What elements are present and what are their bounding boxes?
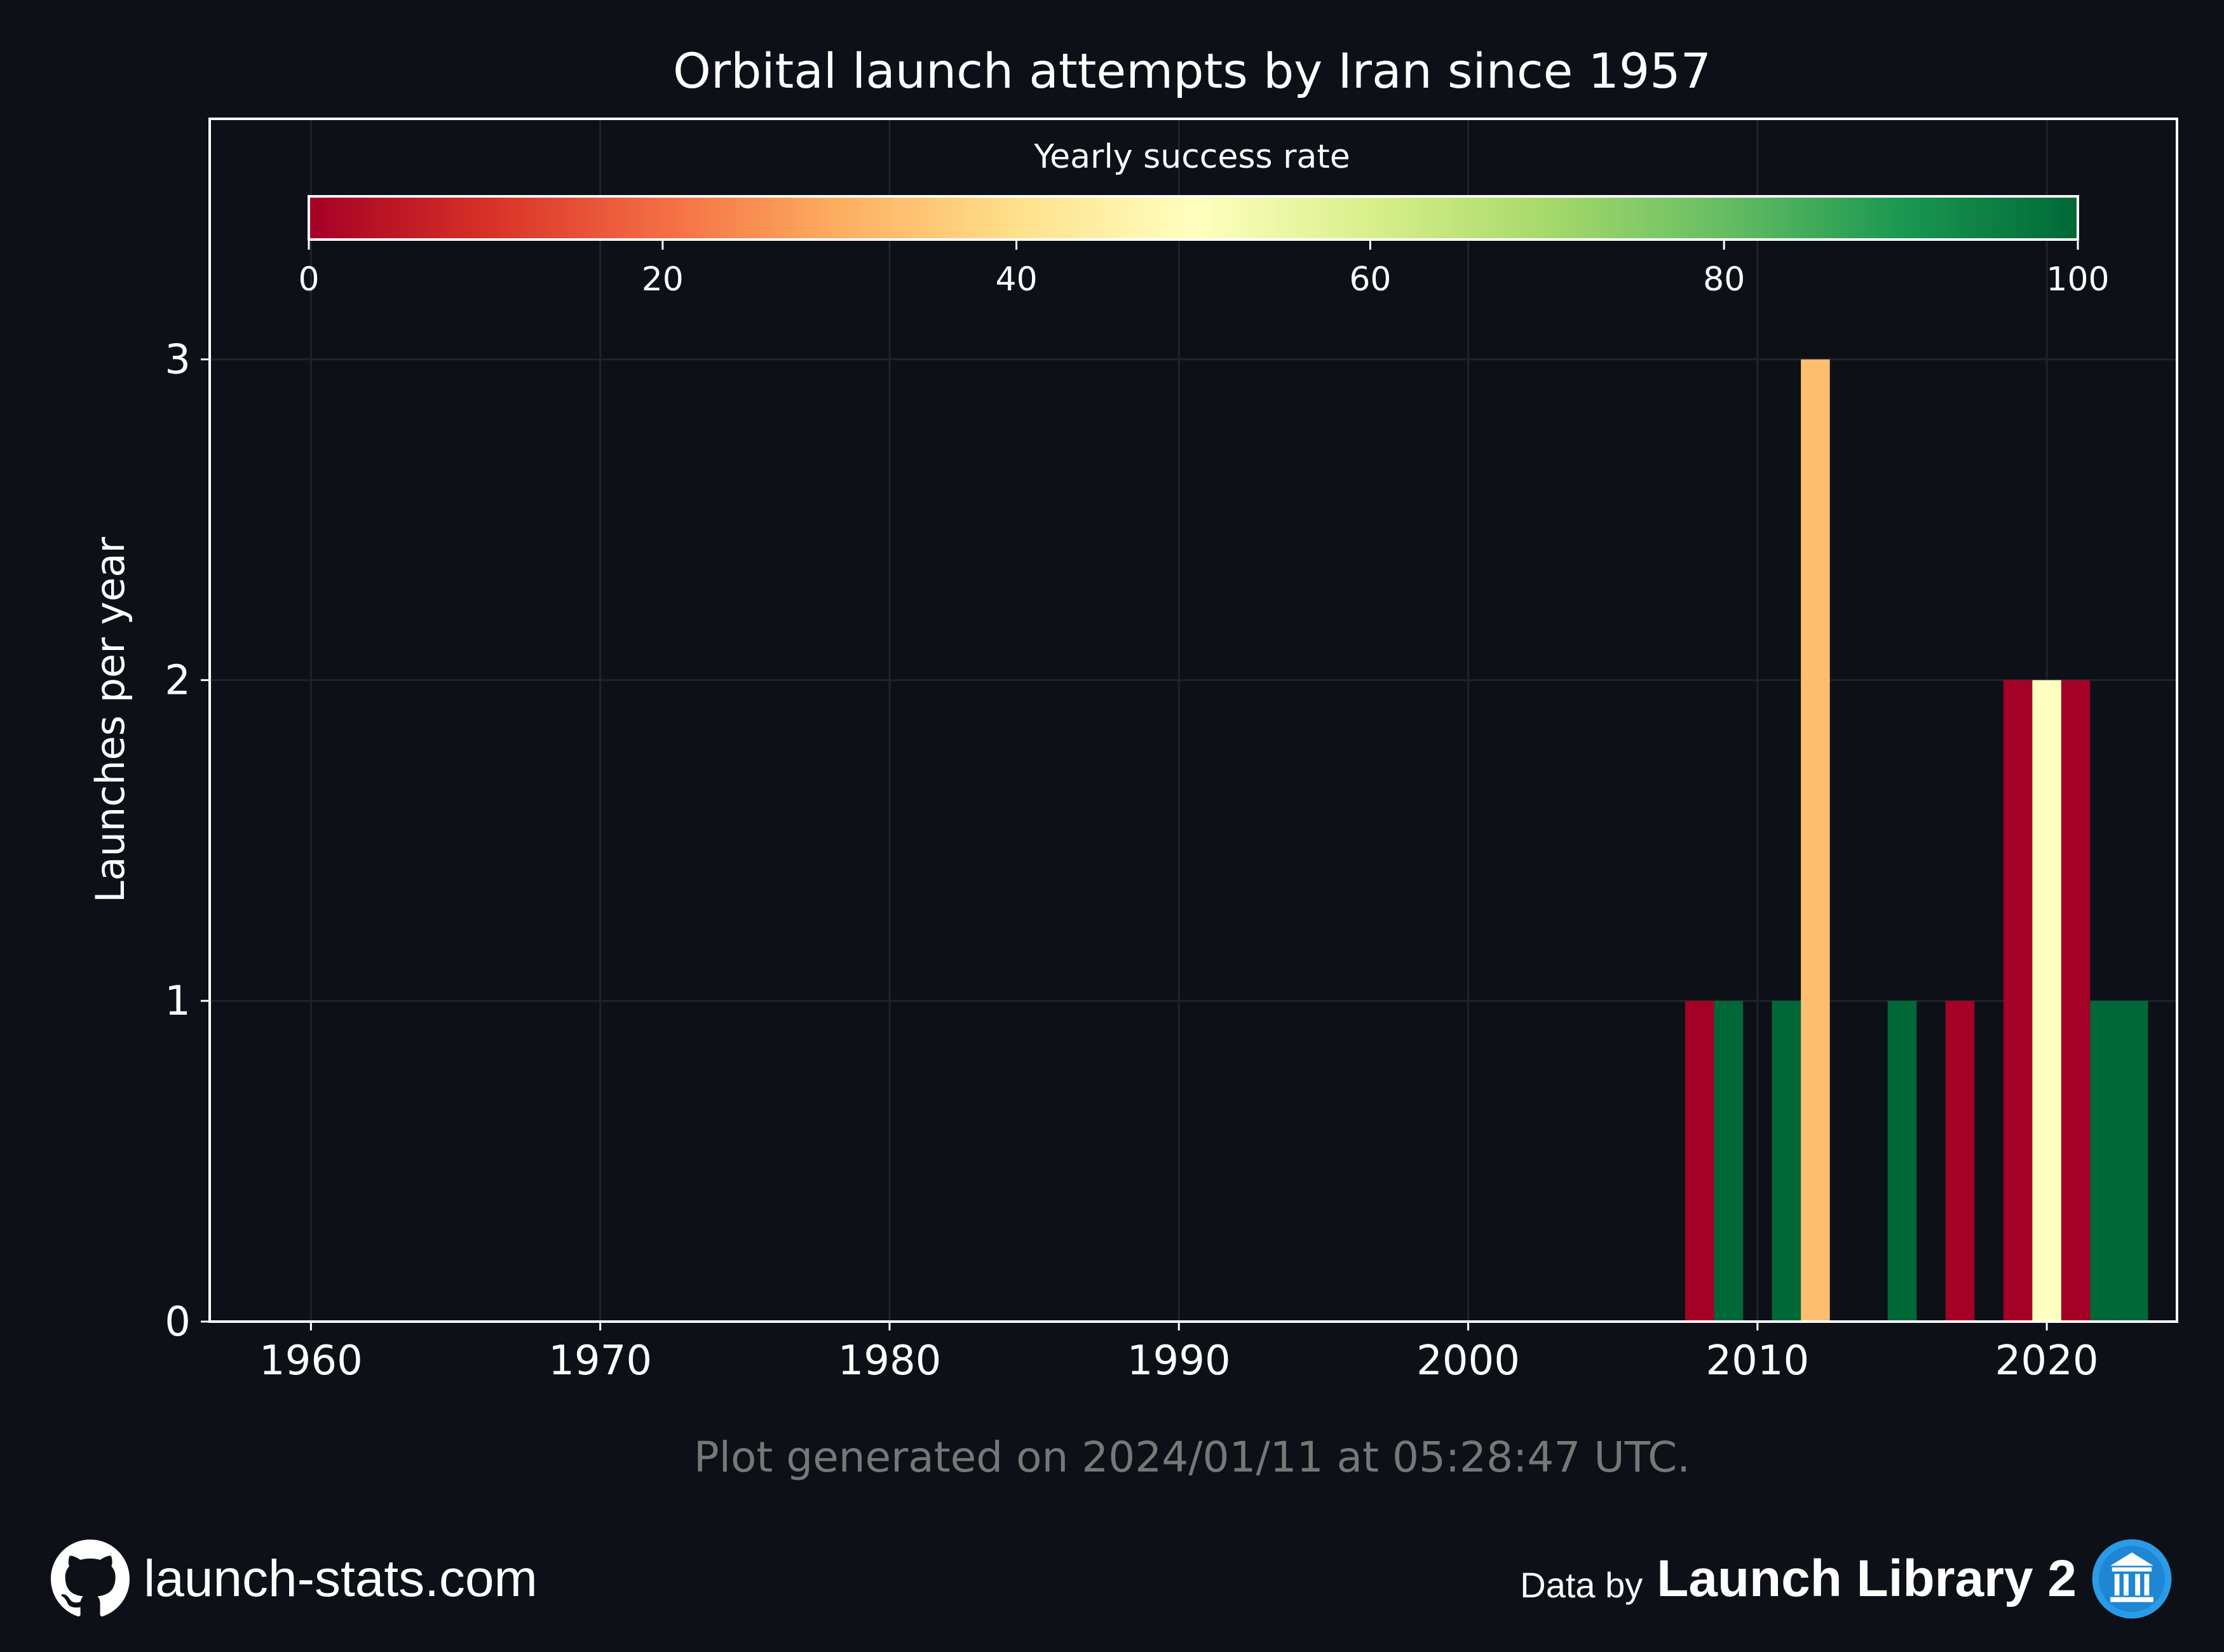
y-axis-label: Launches per year	[87, 537, 133, 903]
colorbar-tick-label: 20	[642, 261, 684, 299]
colorbar-tick-label: 80	[1703, 261, 1745, 299]
bar-2012	[1801, 359, 1830, 1322]
footer-source: Data by Launch Library 2	[1520, 1538, 2173, 1620]
y-tick-label: 0	[165, 1299, 191, 1346]
colorbar-tick-label: 60	[1349, 261, 1391, 299]
x-tick-label: 1980	[838, 1337, 942, 1385]
chart-title: Orbital launch attempts by Iran since 19…	[673, 43, 1711, 99]
colorbar-ticks: 0 20 40 60 80 100	[298, 240, 2110, 299]
bar-2017	[1945, 1001, 1975, 1322]
x-axis: 1960 1970 1980 1990 2000 2010 2020	[259, 1322, 2099, 1385]
colorbar-tick-label: 40	[996, 261, 1038, 299]
x-tick-label: 2010	[1705, 1337, 1809, 1385]
plot-frame	[208, 118, 2178, 1323]
bar-2022	[2090, 1001, 2119, 1322]
x-tick-label: 1970	[548, 1337, 652, 1385]
bar-group	[1685, 359, 2148, 1322]
colorbar-tick-label: 100	[2046, 261, 2109, 299]
grid	[210, 119, 2177, 1323]
github-icon	[51, 1540, 130, 1616]
data-by-label: Data by	[1520, 1564, 1643, 1605]
y-tick-label: 3	[165, 337, 191, 384]
bar-2021	[2061, 680, 2091, 1322]
footer-site[interactable]: launch-stats.com	[51, 1538, 538, 1620]
x-tick-label: 2000	[1416, 1337, 1520, 1385]
colorbar-label: Yearly success rate	[1033, 138, 1350, 176]
bar-2019	[2003, 680, 2033, 1322]
y-tick-label: 2	[165, 657, 191, 704]
colorbar	[308, 195, 2079, 241]
bar-2009	[1714, 1001, 1744, 1322]
bar-2023	[2119, 1001, 2148, 1322]
x-tick-label: 1990	[1127, 1337, 1231, 1385]
site-link[interactable]: launch-stats.com	[144, 1550, 538, 1608]
bar-2015	[1887, 1001, 1917, 1322]
bar-2008	[1685, 1001, 1714, 1322]
source-name[interactable]: Launch Library 2	[1657, 1550, 2077, 1608]
bar-2020	[2032, 680, 2061, 1322]
colorbar-tick-label: 0	[298, 261, 319, 299]
x-tick-label: 1960	[259, 1337, 363, 1385]
library-icon	[2092, 1539, 2172, 1619]
bar-2011	[1772, 1001, 1801, 1322]
y-axis: 0 1 2 3	[165, 337, 210, 1346]
y-tick-label: 1	[165, 978, 191, 1025]
x-tick-label: 2020	[1995, 1337, 2099, 1385]
generated-note: Plot generated on 2024/01/11 at 05:28:47…	[694, 1433, 1690, 1482]
